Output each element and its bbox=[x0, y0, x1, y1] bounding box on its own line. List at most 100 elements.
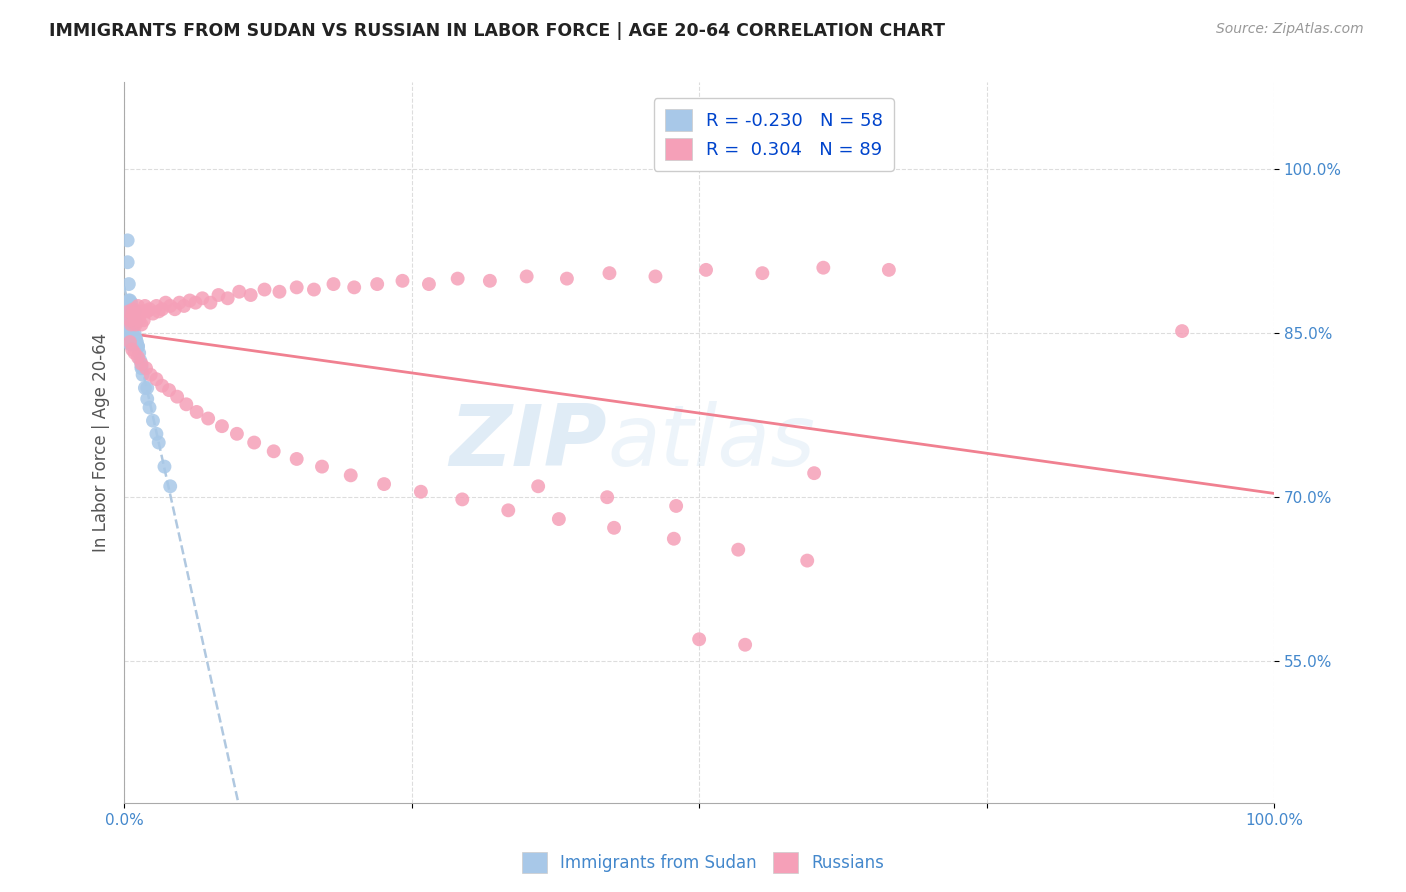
Point bbox=[124, 315, 146, 329]
Point bbox=[877, 263, 900, 277]
Point bbox=[343, 280, 366, 294]
Point bbox=[122, 302, 145, 317]
Point bbox=[118, 304, 141, 318]
Point bbox=[118, 277, 141, 291]
Point bbox=[197, 411, 219, 425]
Point bbox=[547, 512, 569, 526]
Point bbox=[207, 288, 229, 302]
Point bbox=[145, 372, 167, 386]
Point bbox=[603, 521, 626, 535]
Point bbox=[120, 304, 142, 318]
Text: atlas: atlas bbox=[607, 401, 815, 484]
Point bbox=[125, 334, 148, 349]
Point bbox=[131, 368, 153, 382]
Point bbox=[118, 304, 141, 318]
Point bbox=[239, 288, 262, 302]
Y-axis label: In Labor Force | Age 20-64: In Labor Force | Age 20-64 bbox=[93, 333, 110, 552]
Point bbox=[451, 492, 474, 507]
Point bbox=[122, 318, 145, 332]
Point bbox=[155, 295, 177, 310]
Point bbox=[118, 326, 141, 341]
Point bbox=[169, 295, 191, 310]
Point bbox=[665, 499, 688, 513]
Point bbox=[1171, 324, 1194, 338]
Point bbox=[121, 324, 143, 338]
Point bbox=[302, 283, 325, 297]
Point bbox=[150, 378, 173, 392]
Point bbox=[366, 277, 388, 291]
Point bbox=[118, 326, 141, 341]
Point bbox=[134, 381, 156, 395]
Point bbox=[734, 638, 756, 652]
Text: Source: ZipAtlas.com: Source: ZipAtlas.com bbox=[1216, 22, 1364, 37]
Point bbox=[129, 307, 152, 321]
Point bbox=[120, 318, 142, 332]
Point bbox=[135, 361, 157, 376]
Point bbox=[176, 397, 198, 411]
Point bbox=[173, 299, 195, 313]
Point bbox=[125, 315, 148, 329]
Legend: R = -0.230   N = 58, R =  0.304   N = 89: R = -0.230 N = 58, R = 0.304 N = 89 bbox=[654, 98, 894, 171]
Point bbox=[142, 414, 165, 428]
Point bbox=[243, 435, 266, 450]
Point bbox=[136, 304, 159, 318]
Point bbox=[217, 291, 239, 305]
Point bbox=[132, 313, 155, 327]
Point bbox=[200, 295, 222, 310]
Point bbox=[121, 343, 143, 357]
Point bbox=[159, 299, 181, 313]
Point bbox=[117, 255, 139, 269]
Point bbox=[598, 266, 620, 280]
Point bbox=[163, 302, 186, 317]
Point bbox=[311, 459, 333, 474]
Text: IMMIGRANTS FROM SUDAN VS RUSSIAN IN LABOR FORCE | AGE 20-64 CORRELATION CHART: IMMIGRANTS FROM SUDAN VS RUSSIAN IN LABO… bbox=[49, 22, 945, 40]
Point bbox=[122, 318, 145, 332]
Point bbox=[145, 426, 167, 441]
Point bbox=[124, 310, 146, 324]
Point bbox=[478, 274, 501, 288]
Point bbox=[125, 318, 148, 332]
Point bbox=[127, 299, 149, 313]
Point bbox=[121, 307, 143, 321]
Point bbox=[516, 269, 538, 284]
Point bbox=[117, 304, 139, 318]
Point bbox=[118, 293, 141, 308]
Point bbox=[131, 318, 153, 332]
Point bbox=[118, 313, 141, 327]
Point bbox=[117, 233, 139, 247]
Point bbox=[688, 632, 710, 647]
Point bbox=[124, 326, 146, 341]
Point bbox=[373, 477, 395, 491]
Point bbox=[118, 310, 141, 324]
Point bbox=[136, 392, 159, 406]
Point bbox=[125, 307, 148, 321]
Point bbox=[134, 299, 156, 313]
Point bbox=[121, 318, 143, 332]
Point bbox=[122, 328, 145, 343]
Point bbox=[124, 346, 146, 360]
Point bbox=[128, 313, 150, 327]
Point bbox=[228, 285, 250, 299]
Point bbox=[125, 332, 148, 346]
Point bbox=[211, 419, 233, 434]
Point bbox=[157, 383, 180, 397]
Point bbox=[496, 503, 519, 517]
Point bbox=[727, 542, 749, 557]
Point bbox=[125, 332, 148, 346]
Point bbox=[644, 269, 666, 284]
Point bbox=[695, 263, 717, 277]
Point bbox=[409, 484, 432, 499]
Point bbox=[117, 320, 139, 334]
Point bbox=[391, 274, 413, 288]
Point bbox=[263, 444, 285, 458]
Point bbox=[184, 295, 207, 310]
Point bbox=[159, 479, 181, 493]
Point bbox=[124, 304, 146, 318]
Point bbox=[120, 320, 142, 334]
Point bbox=[803, 466, 825, 480]
Point bbox=[418, 277, 440, 291]
Point bbox=[127, 339, 149, 353]
Point bbox=[131, 359, 153, 373]
Point bbox=[138, 302, 160, 317]
Point bbox=[120, 313, 142, 327]
